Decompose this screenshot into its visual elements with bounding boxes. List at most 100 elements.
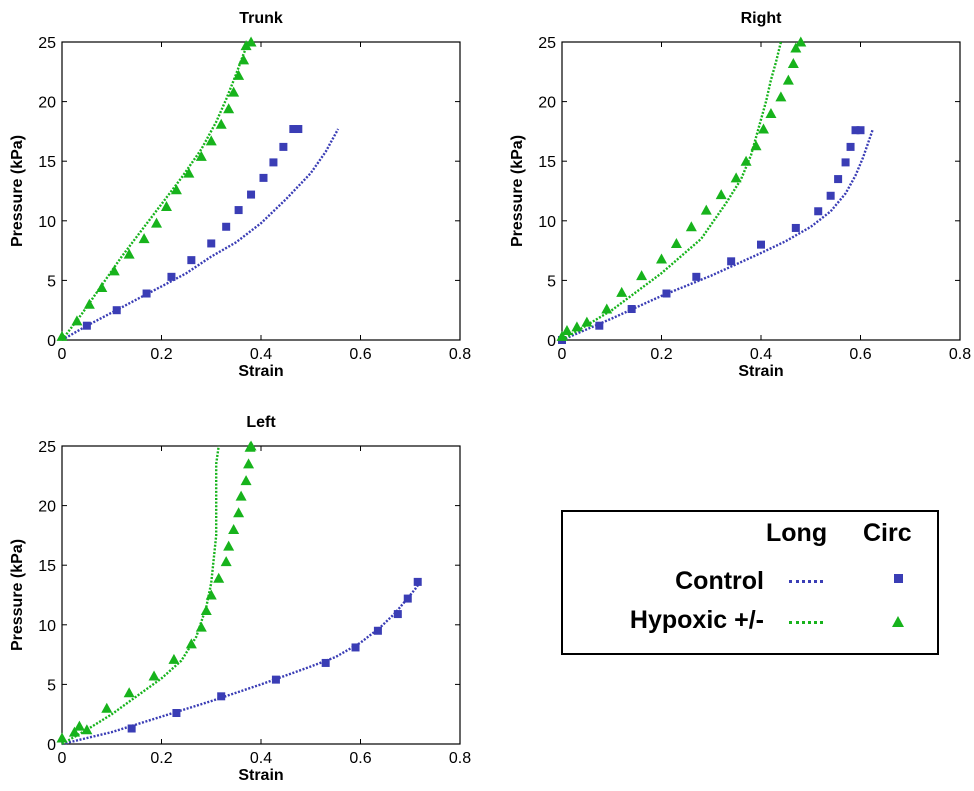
y-tick-label: 5 bbox=[47, 677, 56, 694]
point-hypoxic-circ bbox=[170, 184, 182, 195]
point-control-circ bbox=[351, 643, 360, 652]
point-hypoxic-circ bbox=[195, 621, 207, 632]
point-control-circ bbox=[393, 610, 402, 619]
point-hypoxic-circ bbox=[108, 265, 120, 276]
point-hypoxic-circ bbox=[233, 507, 245, 518]
point-control-circ bbox=[826, 191, 835, 200]
x-axis-label: Strain bbox=[238, 767, 283, 784]
x-tick-label: 0 bbox=[58, 750, 67, 767]
y-tick-label: 10 bbox=[38, 618, 56, 635]
x-tick-label: 0.4 bbox=[250, 346, 272, 363]
point-hypoxic-circ bbox=[123, 687, 135, 698]
point-control-circ bbox=[187, 256, 196, 265]
y-tick-label: 0 bbox=[47, 333, 56, 350]
point-control-circ bbox=[247, 190, 256, 199]
point-control-circ bbox=[595, 321, 604, 330]
point-hypoxic-circ bbox=[656, 253, 667, 264]
point-hypoxic-circ bbox=[561, 324, 573, 335]
point-hypoxic-circ bbox=[233, 69, 245, 80]
point-control-circ bbox=[289, 125, 298, 134]
point-hypoxic-circ bbox=[782, 74, 794, 85]
legend-header-long: Long bbox=[766, 519, 828, 547]
point-hypoxic-circ bbox=[685, 221, 697, 232]
point-control-circ bbox=[172, 709, 181, 718]
y-axis-label: Pressure (kPa) bbox=[509, 135, 526, 247]
legend-label-hypoxic: Hypoxic +/- bbox=[629, 606, 764, 634]
point-hypoxic-circ bbox=[223, 540, 235, 551]
series-hypoxic-long-line bbox=[61, 445, 220, 746]
point-hypoxic-circ bbox=[71, 315, 83, 326]
point-control-circ bbox=[413, 577, 422, 586]
point-control-circ bbox=[321, 658, 330, 667]
point-hypoxic-circ bbox=[730, 172, 742, 183]
point-hypoxic-circ bbox=[235, 490, 247, 501]
y-tick-label: 15 bbox=[38, 558, 56, 575]
panel-left: 0 0.2 0.4 0.6 0.8 0 5 10 15 20 25 Left Strain Pressur… bbox=[9, 414, 471, 784]
y-tick-label: 15 bbox=[538, 154, 556, 171]
point-hypoxic-circ bbox=[101, 702, 113, 713]
point-control-circ bbox=[834, 175, 843, 184]
point-hypoxic-circ bbox=[740, 155, 752, 166]
point-control-circ bbox=[727, 257, 736, 266]
point-hypoxic-circ bbox=[757, 123, 769, 134]
point-hypoxic-circ bbox=[715, 189, 727, 200]
point-control-circ bbox=[662, 289, 671, 298]
point-hypoxic-circ bbox=[581, 316, 593, 327]
point-hypoxic-circ bbox=[223, 103, 235, 114]
point-hypoxic-circ bbox=[68, 726, 80, 737]
point-hypoxic-circ bbox=[151, 217, 163, 228]
x-tick-label: 0.2 bbox=[150, 750, 172, 767]
y-tick-label: 5 bbox=[547, 273, 556, 290]
point-hypoxic-circ bbox=[245, 440, 257, 451]
y-tick-label: 10 bbox=[38, 214, 56, 231]
x-tick-label: 0.6 bbox=[349, 750, 371, 767]
y-tick-label: 20 bbox=[38, 95, 56, 112]
x-tick-label: 0 bbox=[558, 346, 567, 363]
point-hypoxic-circ bbox=[195, 150, 207, 161]
y-axis-label: Pressure (kPa) bbox=[9, 539, 26, 651]
point-hypoxic-circ bbox=[243, 458, 255, 469]
point-hypoxic-circ bbox=[160, 200, 172, 211]
point-hypoxic-circ bbox=[228, 86, 240, 97]
point-hypoxic-circ bbox=[750, 140, 762, 151]
x-axis-label: Strain bbox=[738, 363, 783, 380]
point-control-circ bbox=[403, 594, 412, 603]
point-hypoxic-circ bbox=[56, 732, 68, 743]
y-tick-label: 25 bbox=[38, 439, 56, 456]
point-control-circ bbox=[814, 207, 823, 216]
x-axis-label: Strain bbox=[238, 363, 283, 380]
point-hypoxic-circ bbox=[775, 91, 787, 102]
point-control-circ bbox=[142, 289, 151, 298]
point-hypoxic-circ bbox=[765, 108, 777, 119]
point-control-circ bbox=[127, 724, 136, 733]
point-control-circ bbox=[222, 222, 231, 231]
point-control-circ bbox=[217, 692, 226, 701]
x-tick-label: 0.2 bbox=[650, 346, 672, 363]
point-hypoxic-circ bbox=[56, 330, 68, 341]
point-control-circ bbox=[82, 321, 91, 330]
point-hypoxic-circ bbox=[601, 303, 613, 314]
y-tick-label: 15 bbox=[38, 154, 56, 171]
point-control-circ bbox=[627, 305, 636, 314]
panel-title: Right bbox=[741, 10, 783, 27]
legend-control-circ-marker bbox=[894, 574, 903, 583]
point-hypoxic-circ bbox=[205, 135, 217, 146]
x-tick-label: 0.6 bbox=[349, 346, 371, 363]
point-hypoxic-circ bbox=[213, 572, 225, 583]
y-axis-label: Pressure (kPa) bbox=[9, 135, 26, 247]
point-hypoxic-circ bbox=[616, 286, 628, 297]
point-hypoxic-circ bbox=[183, 167, 195, 178]
point-control-circ bbox=[791, 223, 800, 232]
y-tick-label: 5 bbox=[47, 273, 56, 290]
point-control-circ bbox=[259, 173, 268, 182]
x-tick-label: 0.8 bbox=[449, 750, 471, 767]
x-tick-label: 0.4 bbox=[750, 346, 772, 363]
point-control-circ bbox=[271, 675, 280, 684]
y-tick-label: 0 bbox=[47, 737, 56, 754]
point-hypoxic-circ bbox=[215, 118, 227, 129]
x-tick-label: 0.8 bbox=[449, 346, 471, 363]
point-hypoxic-circ bbox=[245, 36, 257, 47]
point-hypoxic-circ bbox=[228, 523, 240, 534]
legend: Long Circ Control Hypoxic +/- bbox=[561, 510, 939, 655]
